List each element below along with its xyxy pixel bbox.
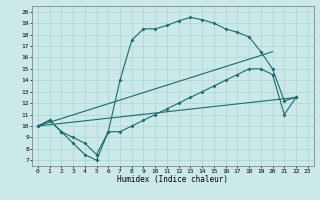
X-axis label: Humidex (Indice chaleur): Humidex (Indice chaleur) xyxy=(117,175,228,184)
